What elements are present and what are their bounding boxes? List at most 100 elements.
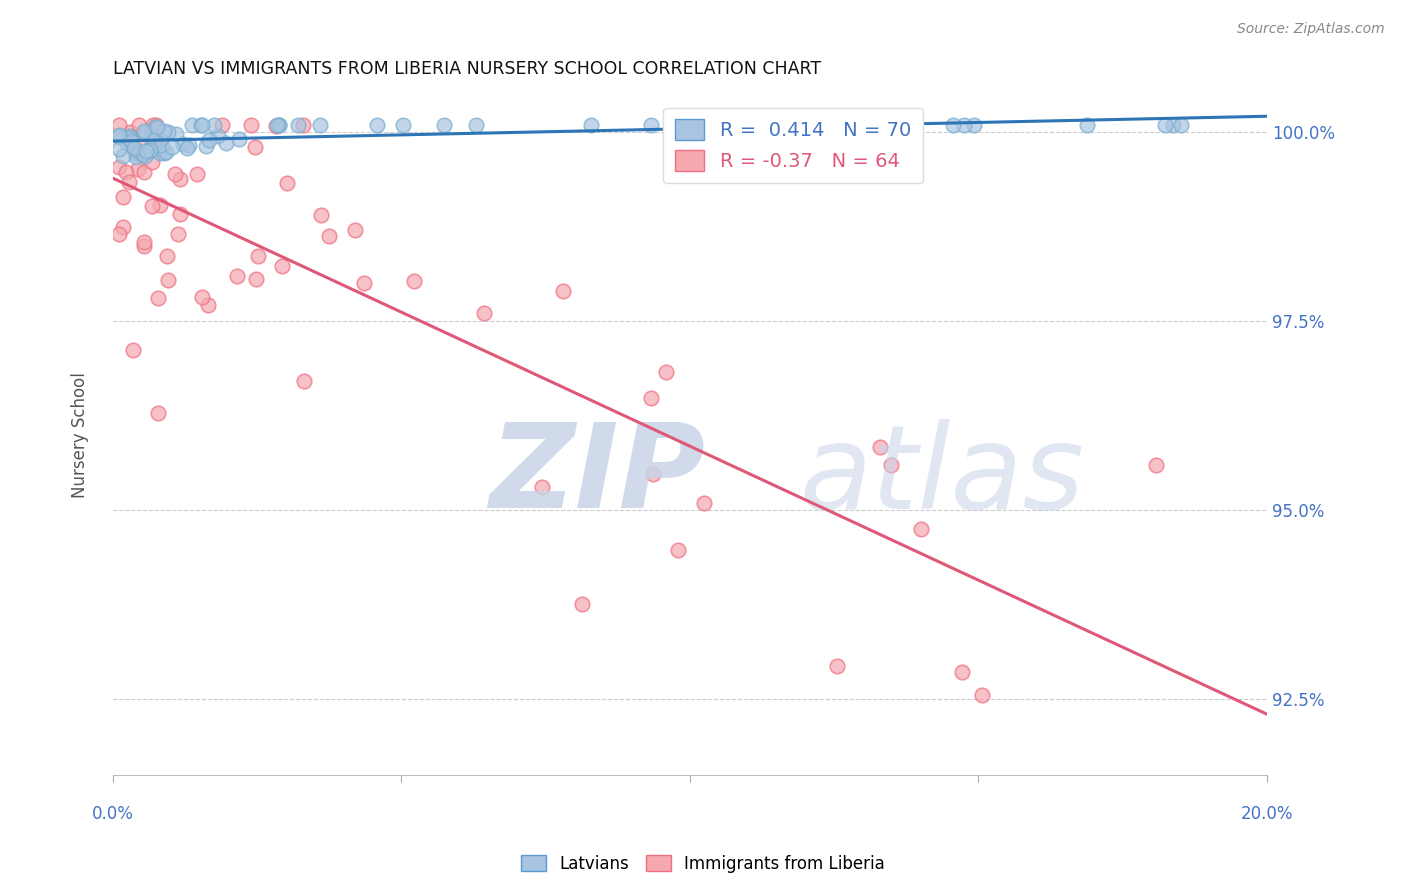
- Point: [287, 119, 309, 133]
- Point: [211, 118, 233, 132]
- Point: [353, 277, 375, 291]
- Point: [124, 141, 146, 155]
- Point: [551, 284, 574, 298]
- Point: [952, 118, 974, 132]
- Point: [146, 136, 169, 151]
- Point: [190, 118, 212, 132]
- Point: [693, 496, 716, 510]
- Point: [112, 190, 135, 204]
- Point: [141, 154, 163, 169]
- Text: 20.0%: 20.0%: [1240, 805, 1294, 823]
- Point: [124, 146, 146, 161]
- Point: [138, 144, 160, 158]
- Point: [186, 167, 208, 181]
- Point: [146, 406, 169, 420]
- Point: [143, 137, 166, 152]
- Point: [155, 145, 177, 160]
- Point: [145, 132, 167, 146]
- Point: [149, 198, 172, 212]
- Point: [143, 120, 166, 135]
- Point: [135, 144, 157, 158]
- Point: [107, 227, 129, 241]
- Point: [128, 118, 150, 132]
- Point: [107, 128, 129, 142]
- Point: [640, 391, 662, 405]
- Point: [942, 118, 965, 132]
- Point: [118, 131, 141, 145]
- Point: [269, 118, 291, 132]
- Point: [107, 118, 129, 132]
- Point: [292, 374, 315, 388]
- Point: [1153, 118, 1175, 132]
- Point: [145, 120, 167, 135]
- Point: [245, 139, 267, 153]
- Point: [366, 118, 388, 132]
- Point: [180, 118, 202, 132]
- Point: [127, 162, 149, 177]
- Point: [472, 306, 495, 320]
- Point: [179, 138, 201, 153]
- Point: [311, 208, 333, 222]
- Point: [825, 658, 848, 673]
- Point: [266, 120, 288, 134]
- Point: [132, 146, 155, 161]
- Point: [879, 458, 901, 473]
- Point: [169, 206, 191, 220]
- Point: [145, 118, 167, 132]
- Point: [111, 149, 134, 163]
- Point: [245, 271, 267, 285]
- Point: [146, 291, 169, 305]
- Point: [318, 228, 340, 243]
- Point: [581, 118, 603, 132]
- Point: [134, 124, 156, 138]
- Text: Source: ZipAtlas.com: Source: ZipAtlas.com: [1237, 22, 1385, 37]
- Legend: R =  0.414   N = 70, R = -0.37   N = 64: R = 0.414 N = 70, R = -0.37 N = 64: [664, 108, 922, 183]
- Point: [271, 259, 294, 273]
- Point: [640, 118, 662, 132]
- Point: [641, 467, 664, 481]
- Point: [246, 249, 269, 263]
- Point: [772, 118, 794, 132]
- Point: [111, 220, 134, 235]
- Point: [160, 140, 183, 154]
- Point: [176, 140, 198, 154]
- Point: [202, 118, 225, 132]
- Point: [115, 165, 138, 179]
- Point: [141, 199, 163, 213]
- Point: [814, 118, 837, 132]
- Point: [343, 223, 366, 237]
- Point: [118, 128, 141, 143]
- Point: [149, 134, 172, 148]
- Text: 0.0%: 0.0%: [91, 805, 134, 823]
- Y-axis label: Nursery School: Nursery School: [72, 372, 89, 498]
- Point: [950, 665, 973, 679]
- Point: [142, 140, 165, 154]
- Point: [214, 136, 236, 150]
- Point: [172, 136, 194, 151]
- Point: [107, 128, 129, 143]
- Point: [129, 136, 152, 151]
- Point: [910, 522, 932, 536]
- Point: [207, 128, 229, 143]
- Point: [464, 118, 486, 132]
- Point: [167, 227, 190, 242]
- Point: [197, 298, 219, 312]
- Point: [309, 118, 332, 132]
- Point: [291, 118, 314, 132]
- Point: [391, 118, 413, 132]
- Point: [433, 118, 456, 132]
- Point: [121, 129, 143, 144]
- Point: [153, 145, 176, 160]
- Point: [128, 145, 150, 159]
- Point: [118, 175, 141, 189]
- Point: [654, 365, 676, 379]
- Point: [1076, 118, 1098, 132]
- Point: [107, 142, 129, 156]
- Point: [134, 126, 156, 140]
- Point: [531, 480, 554, 494]
- Point: [240, 118, 263, 132]
- Point: [404, 274, 426, 288]
- Point: [139, 143, 162, 157]
- Point: [869, 440, 891, 454]
- Point: [666, 543, 689, 558]
